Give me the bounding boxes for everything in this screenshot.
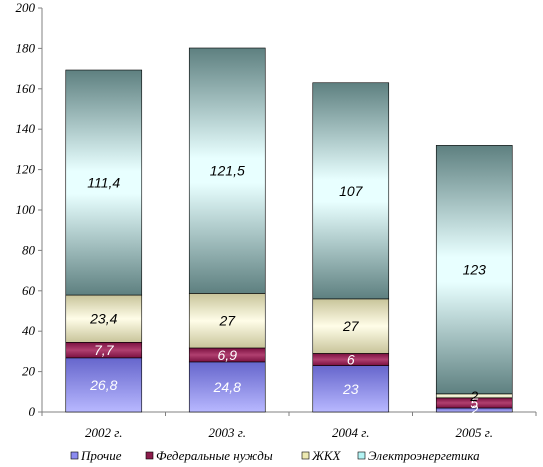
data-label: 5	[470, 395, 478, 411]
y-tick-label: 120	[16, 162, 36, 177]
y-tick-label: 60	[22, 283, 36, 298]
x-tick-label: 2002 г.	[85, 425, 122, 440]
bar-segment	[65, 357, 143, 413]
data-label: 2	[469, 402, 478, 418]
data-label: 23	[342, 381, 359, 397]
y-tick-label: 20	[22, 364, 36, 379]
data-label: 7,7	[94, 342, 115, 358]
bar-segment	[188, 293, 266, 349]
data-label: 6	[347, 351, 355, 367]
data-label: 26,8	[89, 377, 117, 393]
data-label: 27	[342, 318, 360, 334]
bar-segment	[312, 298, 390, 354]
y-tick-label: 180	[16, 40, 36, 55]
legend-label: Прочие	[80, 448, 122, 463]
legend: Прочие Федеральные нужды ЖКХ Электроэнергет…	[70, 448, 480, 463]
legend-swatch	[301, 451, 310, 460]
bar-segment	[65, 69, 143, 296]
data-label: 6,9	[218, 347, 238, 363]
data-label: 27	[218, 313, 236, 329]
bar-segment	[188, 361, 266, 413]
data-label: 24,8	[213, 379, 241, 395]
y-tick-label: 140	[16, 121, 36, 136]
legend-swatch	[357, 451, 366, 460]
bar-segment	[312, 82, 390, 300]
data-labels: 26,8 7,7 23,4 111,4 24,8 6,9 27 121,5 23 6 27 107 25…	[87, 163, 486, 418]
axes: 0 20 40 60 80 100 120 140 160 180 200 2002 г. 2003 г…	[16, 0, 537, 440]
bar-segment	[188, 47, 266, 294]
y-tick-label: 40	[22, 323, 36, 338]
data-label: 2	[469, 388, 478, 404]
bar-segment	[435, 145, 513, 395]
y-tick-label: 0	[29, 404, 36, 419]
legend-label: Федеральные нужды	[156, 448, 273, 463]
bars	[65, 47, 513, 413]
data-label: 23,4	[89, 311, 117, 327]
legend-label: ЖКХ	[311, 448, 342, 463]
legend-swatch	[70, 451, 79, 460]
x-tick-label: 2004 г.	[332, 425, 369, 440]
y-tick-label: 100	[16, 202, 36, 217]
y-tick-label: 200	[16, 0, 36, 15]
x-tick-label: 2005 г.	[456, 425, 493, 440]
data-label: 107	[339, 183, 364, 199]
x-tick-label: 2003 г.	[209, 425, 246, 440]
y-tick-label: 80	[22, 242, 36, 257]
legend-label: Электроэнергетика	[368, 448, 480, 463]
data-label: 121,5	[210, 163, 245, 179]
y-tick-label: 160	[16, 81, 36, 96]
bar-segment	[65, 294, 143, 343]
data-label: 111,4	[87, 175, 120, 191]
data-label: 123	[463, 262, 487, 278]
legend-swatch	[145, 451, 154, 460]
bar-segment	[312, 365, 390, 413]
